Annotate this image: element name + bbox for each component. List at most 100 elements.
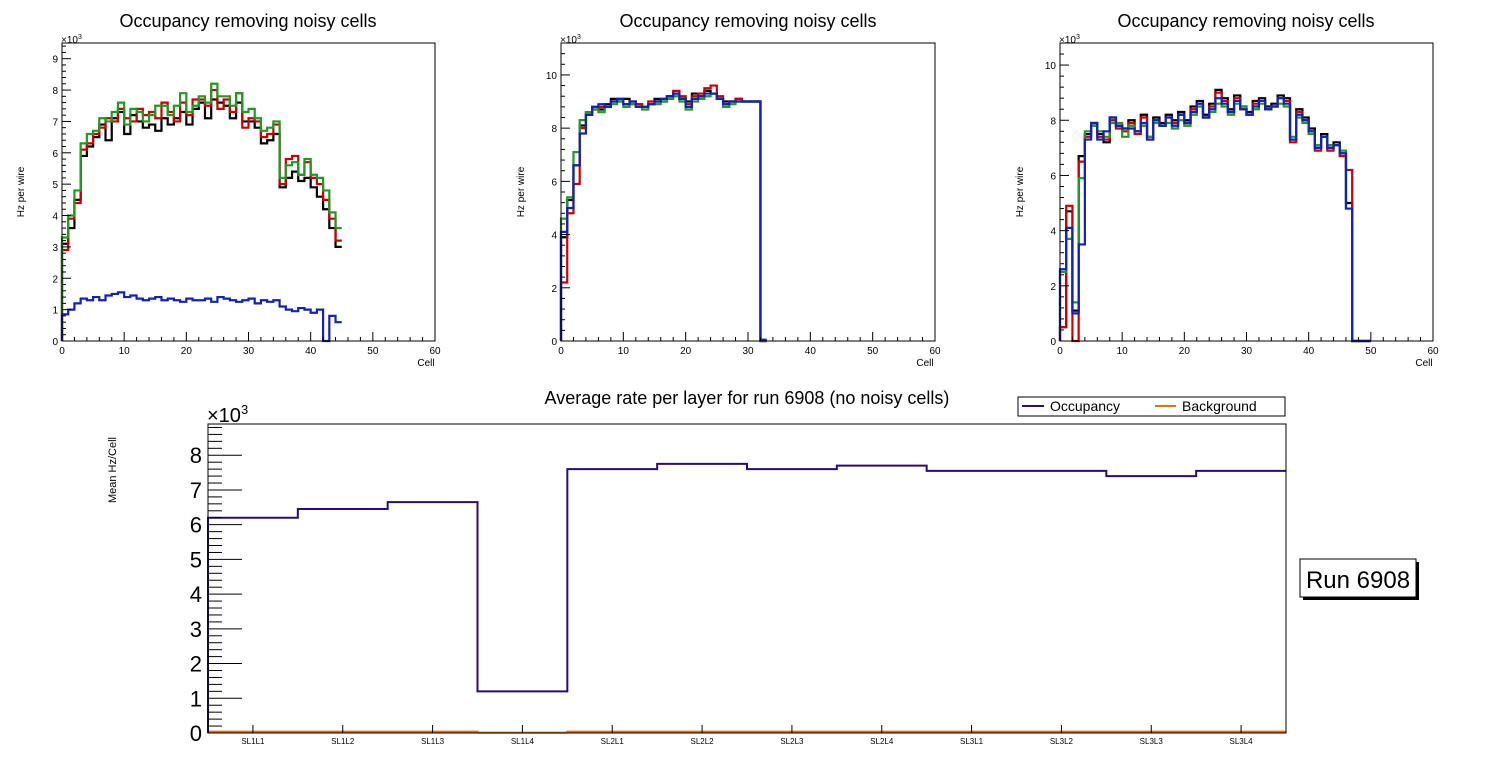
x-tick-label: 50 — [867, 346, 879, 357]
panel-average-rate: Average rate per layer for run 6908 (no … — [107, 388, 1287, 746]
y-tick-label: 8 — [52, 86, 58, 97]
y-tick-label: 4 — [190, 582, 202, 607]
plot-frame — [61, 42, 436, 342]
x-category-label: SL2L1 — [601, 737, 625, 746]
y-tick-label: 4 — [551, 231, 557, 242]
y-tick-label: 2 — [551, 284, 557, 295]
plot-frame — [207, 423, 1287, 734]
legend-background-label: Background — [1182, 398, 1257, 414]
x-category-label: SL1L2 — [331, 737, 355, 746]
x-tick-label: 0 — [558, 346, 564, 357]
x-tick-label: 0 — [59, 346, 65, 357]
x-tick-label: 10 — [1117, 346, 1129, 357]
exp-power: 3 — [78, 34, 82, 41]
series-blue-line — [60, 291, 342, 343]
x-axis-label: Cell — [417, 358, 434, 369]
x-tick-label: 10 — [119, 346, 131, 357]
panel-2: Occupancy removing noisy cells 0 10 20 30 40 5… — [516, 11, 941, 369]
y-tick-label: 3 — [52, 243, 58, 254]
y-axis-label: Hz per wire — [516, 166, 527, 217]
bottom-title: Average rate per layer for run 6908 (no … — [545, 388, 950, 408]
y-tick-label: 3 — [190, 617, 202, 642]
plot-frame — [1059, 42, 1434, 342]
x-tick-label: 40 — [1303, 346, 1315, 357]
y-tick-label: 7 — [52, 117, 58, 128]
y-tick-label: 1 — [190, 686, 202, 711]
legend: Occupancy Background — [1017, 396, 1286, 417]
y-tick-label: 7 — [190, 478, 202, 503]
x-category-label: SL3L1 — [960, 737, 984, 746]
series-black-line — [1058, 88, 1371, 343]
run-box — [1299, 558, 1417, 598]
x-category-label: SL1L1 — [241, 737, 265, 746]
y-tick-label: 6 — [190, 513, 202, 538]
y-exponent: ×103 — [207, 402, 248, 427]
series-occupancy-line — [207, 462, 1286, 733]
y-tick-label: 1 — [52, 306, 58, 317]
x-tick-label: 30 — [742, 346, 754, 357]
y-tick-label: 2 — [1050, 282, 1056, 293]
y-axis-label: Hz per wire — [16, 166, 27, 217]
y-exponent: ×103 — [1059, 34, 1080, 46]
x-category-label: SL1L4 — [511, 737, 535, 746]
legend-box — [1017, 396, 1286, 417]
exp-power: 3 — [1076, 34, 1080, 41]
y-axis-label: Hz per wire — [1015, 166, 1026, 217]
y-tick-label: 10 — [546, 71, 558, 82]
y-tick-label: 0 — [190, 721, 202, 746]
y-tick-label: 6 — [52, 149, 58, 160]
x-tick-label: 20 — [1179, 346, 1191, 357]
x-tick-label: 30 — [243, 346, 255, 357]
exp-base: ×10 — [1059, 35, 1076, 46]
y-tick-label: 0 — [1050, 337, 1056, 348]
y-tick-label: 5 — [52, 180, 58, 191]
y-tick-label: 4 — [52, 212, 58, 223]
series-red-line — [559, 84, 767, 343]
exp-base: ×10 — [207, 405, 241, 427]
series-blue-line — [559, 92, 767, 341]
series-green-line — [60, 82, 342, 341]
y-tick-label: 9 — [52, 55, 58, 66]
y-tick-label: 2 — [52, 274, 58, 285]
y-tick-label: 8 — [190, 443, 202, 468]
x-tick-label: 60 — [1427, 346, 1439, 357]
exp-base: ×10 — [61, 35, 78, 46]
x-tick-label: 0 — [1057, 346, 1063, 357]
x-axis-label: Cell — [1415, 358, 1432, 369]
exp-power: 3 — [577, 34, 581, 41]
y-tick-label: 8 — [551, 124, 557, 135]
x-category-label: SL2L2 — [691, 737, 715, 746]
series-red-line — [60, 88, 342, 341]
exp-base: ×10 — [560, 35, 577, 46]
plot-frame — [560, 42, 936, 342]
x-tick-label: 30 — [1241, 346, 1253, 357]
y-tick-label: 5 — [190, 547, 202, 572]
y-tick-label: 6 — [1050, 171, 1056, 182]
y-exponent: ×103 — [61, 34, 82, 46]
panel-title: Occupancy removing noisy cells — [119, 11, 376, 31]
y-tick-label: 6 — [551, 177, 557, 188]
x-tick-label: 20 — [680, 346, 692, 357]
legend-occupancy-label: Occupancy — [1050, 398, 1120, 414]
y-tick-label: 2 — [190, 652, 202, 677]
x-tick-label: 10 — [618, 346, 630, 357]
x-tick-label: 60 — [429, 346, 441, 357]
run-label-box: Run 6908 — [1299, 558, 1419, 600]
panel-title: Occupancy removing noisy cells — [619, 11, 876, 31]
y-exponent: ×103 — [560, 34, 581, 46]
y-tick-label: 4 — [1050, 227, 1056, 238]
x-axis-label: Cell — [916, 358, 933, 369]
x-category-label: SL1L3 — [421, 737, 445, 746]
x-tick-label: 20 — [181, 346, 193, 357]
series-black-line — [559, 89, 767, 343]
x-category-label: SL3L3 — [1140, 737, 1164, 746]
x-tick-label: 40 — [805, 346, 817, 357]
y-tick-label: 8 — [1050, 116, 1056, 127]
series-black-line — [60, 98, 342, 341]
x-category-label: SL3L4 — [1230, 737, 1254, 746]
series-green-line — [559, 92, 767, 343]
x-tick-label: 50 — [367, 346, 379, 357]
x-category-label: SL2L4 — [870, 737, 894, 746]
